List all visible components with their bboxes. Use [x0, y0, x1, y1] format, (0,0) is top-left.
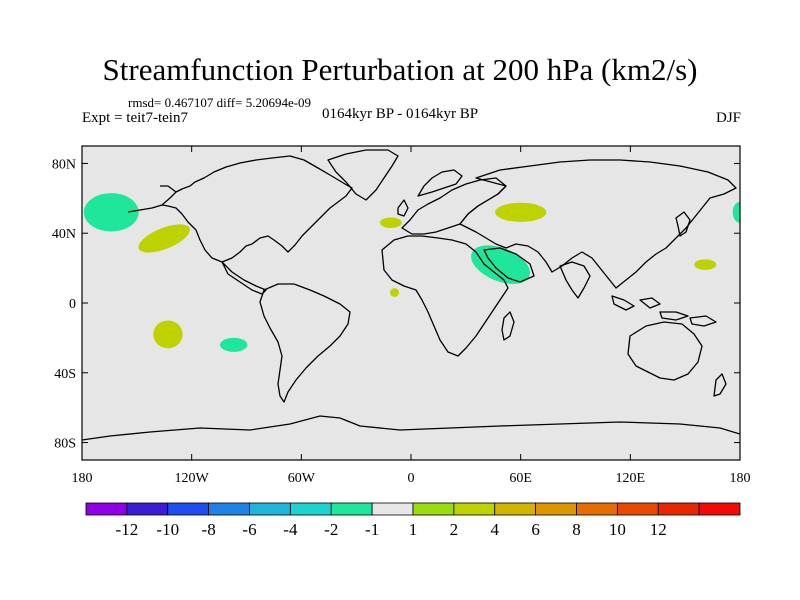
- colorbar-box: [412, 502, 455, 516]
- colorbar-box: [208, 502, 250, 516]
- india-coastline: [559, 261, 591, 299]
- africa-coastline: [381, 235, 509, 357]
- axis-ticks: 80N 40N 0 40S 80S 180 120W 60W 0 60E 120E 180: [52, 146, 751, 486]
- chart-title: Streamfunction Perturbation at 200 hPa (…: [102, 52, 698, 87]
- lon-tick-label: 180: [730, 471, 751, 486]
- lon-tick-label: 120E: [616, 471, 646, 486]
- colorbar-box: [698, 502, 741, 516]
- colorbar-box: [657, 502, 700, 516]
- colorbar-label: -8: [202, 520, 216, 539]
- lon-tick-label: 60E: [509, 471, 532, 486]
- gulf-of-guinea-positive-anomaly: [389, 288, 400, 297]
- asia-coastline: [459, 159, 737, 289]
- map-background: [82, 146, 740, 460]
- japan-coastline: [675, 211, 691, 237]
- dateline-negative-anomaly: [732, 201, 740, 223]
- lat-tick-label: 80N: [52, 157, 76, 172]
- colorbar-label: -4: [283, 520, 298, 539]
- northeast-pacific-positive-anomaly: [138, 224, 190, 253]
- north-atlantic-positive-anomaly: [379, 217, 402, 228]
- arabia-coastline: [483, 247, 535, 283]
- southeast-asia-coastline: [611, 295, 717, 327]
- colorbar-boxes: [85, 502, 741, 516]
- colorbar-box: [494, 502, 537, 516]
- coastline-layer: [82, 149, 740, 441]
- new-zealand-coastline: [713, 373, 727, 397]
- colorbar-label: -2: [324, 520, 338, 539]
- lat-tick-label: 40N: [52, 227, 76, 242]
- colorbar-box: [616, 502, 659, 516]
- colorbar-box: [289, 502, 332, 516]
- colorbar-box: [85, 502, 128, 516]
- colorbar-label: 12: [650, 520, 667, 539]
- lon-tick-label: 180: [72, 471, 93, 486]
- colorbar-box: [167, 502, 210, 516]
- colorbar-box: [330, 502, 373, 516]
- south-pacific-positive-anomaly: [153, 320, 183, 349]
- antarctica-coastline: [82, 415, 740, 441]
- colorbar-box: [453, 502, 496, 516]
- lon-tick-label: 0: [408, 471, 415, 486]
- colorbar-box: [535, 502, 577, 516]
- colorbar-box: [576, 502, 618, 516]
- colorbar-label: 1: [409, 520, 418, 539]
- central-asia-positive-anomaly: [495, 202, 547, 222]
- australia-coastline: [627, 321, 703, 381]
- colorbar-labels: -12 -10 -8 -6 -4 -2 -1 1 2 4 6 8 10 12: [116, 520, 667, 539]
- colorbar-label: -6: [242, 520, 256, 539]
- colorbar-label: 8: [572, 520, 581, 539]
- colorbar-label: -12: [116, 520, 139, 539]
- south-america-coastline: [259, 283, 351, 403]
- colorbar-box: [371, 502, 414, 516]
- lat-tick-label: 80S: [54, 437, 76, 452]
- experiment-label: Expt = teit7-tein7: [82, 110, 188, 126]
- colorbar-label: 10: [609, 520, 626, 539]
- colorbar-label: 6: [531, 520, 540, 539]
- madagascar-coastline: [501, 311, 515, 341]
- lon-tick-label: 60W: [288, 471, 316, 486]
- colorbar-label: 4: [491, 520, 500, 539]
- greenland-coastline: [327, 149, 399, 201]
- stats-label: rmsd= 0.467107 diff= 5.20694e-09: [128, 95, 312, 110]
- southeast-pacific-negative-anomaly: [219, 337, 248, 352]
- lon-tick-label: 120W: [175, 471, 210, 486]
- lat-tick-label: 0: [69, 297, 76, 312]
- alaska-coastline: [127, 185, 177, 213]
- colorbar-label: -1: [365, 520, 379, 539]
- colorbar-label: 2: [450, 520, 459, 539]
- north-pacific-negative-anomaly: [83, 193, 139, 232]
- british-isles-coastline: [397, 199, 409, 217]
- period-label: 0164kyr BP - 0164kyr BP: [322, 106, 479, 122]
- colorbar-box: [126, 502, 169, 516]
- colorbar-box: [249, 502, 291, 516]
- north-america-coastline: [161, 155, 353, 263]
- colorbar-label: -10: [156, 520, 179, 539]
- anomaly-layer: [83, 193, 740, 352]
- season-label: DJF: [715, 110, 741, 126]
- west-pacific-positive-anomaly: [694, 259, 717, 270]
- lat-tick-label: 40S: [54, 367, 76, 382]
